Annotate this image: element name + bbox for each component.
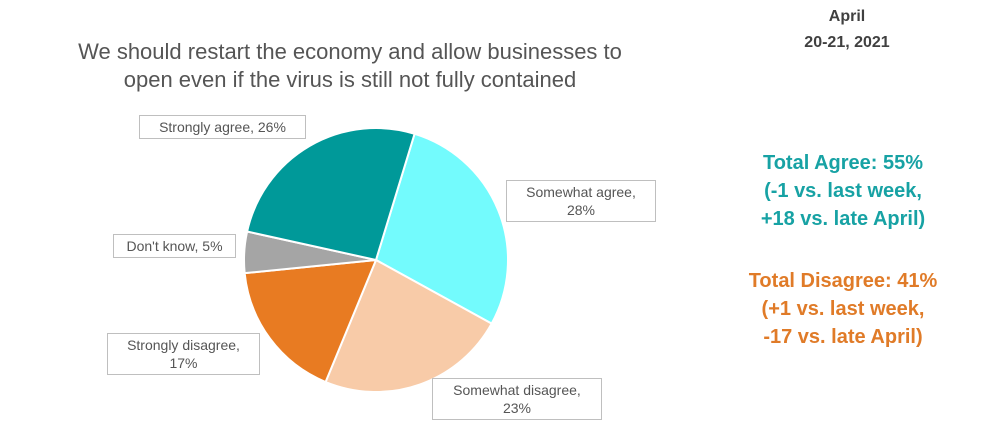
annotation-line: (-1 vs. last week, [764, 180, 922, 202]
data-label: Somewhat agree, 28% [506, 180, 656, 222]
chart-title: We should restart the economy and allow … [78, 39, 622, 64]
date: April 20-21, 2021 [737, 4, 957, 56]
data-label: Strongly disagree, 17% [107, 333, 260, 375]
annotation: Total Agree: 55% (-1 vs. last week, +18 vs… [733, 149, 953, 233]
data-label: Don't know, 5% [113, 234, 236, 258]
chart-title: open even if the virus is still not full… [123, 67, 577, 92]
annotation-line: Total Disagree: 41% [748, 270, 938, 292]
data-label: Somewhat disagree, 23% [432, 378, 602, 420]
date-line: April [828, 8, 866, 25]
annotation-line: (+1 vs. last week, [761, 298, 925, 320]
pie-slice [324, 258, 494, 393]
pie-slice [245, 127, 416, 262]
annotation: Total Disagree: 41% (+1 vs. last week, -17… [733, 267, 953, 351]
annotation-line: -17 vs. late April) [763, 326, 923, 348]
pie-slice [374, 132, 509, 325]
pie-slice [243, 258, 378, 384]
annotation-line: Total Agree: 55% [762, 152, 924, 174]
annotation-line: +18 vs. late April) [760, 208, 926, 230]
data-label: Strongly agree, 26% [139, 115, 306, 139]
date-line: 20-21, 2021 [804, 34, 890, 51]
